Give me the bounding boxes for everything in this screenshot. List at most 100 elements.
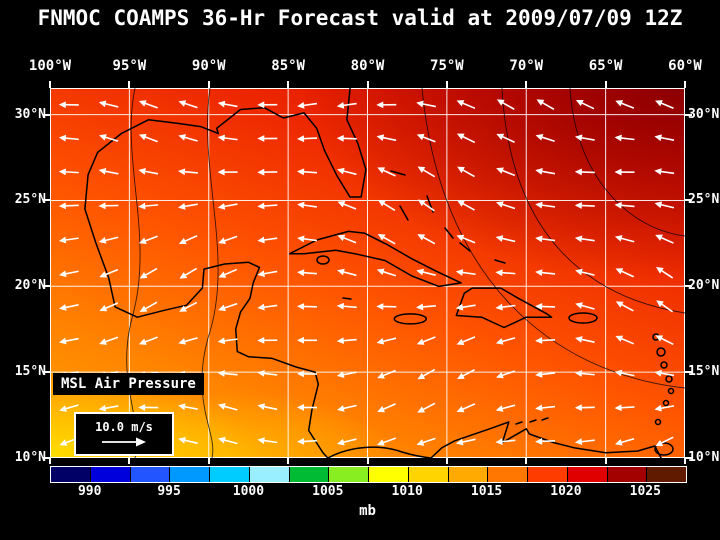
colorbar-tick-label: 1000 [232,484,265,499]
lat-tick [685,285,692,288]
colorbar-tick-label: 1020 [550,484,582,499]
coast-hispaniola [455,287,553,329]
colorbar-segment [89,467,130,482]
lon-tick [445,81,448,88]
lon-tick [684,458,686,464]
lat-tick [685,113,692,116]
colorbar-tick-label: 1010 [391,484,423,499]
colorbar-units-label: mb [359,503,376,519]
coast-st-lucia [667,387,675,395]
lat-tick [43,285,50,288]
lat-label: 10°N [688,450,720,465]
colorbar-segment [527,467,567,482]
lon-tick [49,81,51,88]
colorbar-segment [129,467,170,482]
lat-label: 20°N [688,278,720,294]
wind-scale-label: 10.0 m/s [95,420,153,434]
lon-tick [366,81,369,88]
coast-grenada [654,418,662,426]
colorbar-tick-label: 1025 [629,484,661,499]
colorbar-segment [248,467,289,482]
lat-label: 10°N [14,450,46,465]
lon-tick [207,458,210,464]
colorbar-segment [169,467,209,482]
coast-cayman [342,297,352,300]
lon-label: 80°W [350,58,385,74]
lat-label: 30°N [14,106,46,122]
coast-trinidad [654,442,674,456]
colorbar-segment [209,467,249,482]
lat-tick [43,199,50,202]
coast-bahamas [390,170,506,264]
wind-arrows [58,99,675,447]
colorbar-segment [368,467,408,482]
colorbar-tick-label: 995 [157,484,181,499]
lon-label: 85°W [271,58,305,74]
lat-tick [685,371,692,374]
coast-panama [327,446,432,458]
wind-scale-arrow-icon [102,437,146,447]
lon-tick [128,81,131,88]
lon-tick [128,458,131,464]
lon-label: 65°W [588,58,623,74]
colorbar-segment [51,467,90,482]
colorbar-segment [407,467,448,482]
lon-label: 75°W [430,58,464,74]
colorbar-segment [606,467,647,482]
coast-puerto-rico [568,312,598,324]
lat-tick [43,457,50,459]
wind-scale-box: 10.0 m/s [74,412,174,456]
colorbar-segment [288,467,329,482]
lon-tick [207,81,210,88]
lat-label: 15°N [14,364,46,380]
colorbar-segment [646,467,686,482]
colorbar-segment [447,467,488,482]
colorbar [50,466,687,483]
lat-tick [43,371,50,374]
colorbar-segment [566,467,607,482]
lat-label: 15°N [688,364,720,380]
lon-tick [366,458,369,464]
coast-isla-juventud [316,255,330,265]
lon-label: 90°W [191,58,226,74]
lat-tick [43,113,50,116]
lat-label: 25°N [14,192,46,208]
coast-south-america [430,421,662,458]
colorbar-tick-label: 1005 [312,484,344,499]
coast-jamaica [393,313,428,325]
lon-tick [445,458,448,464]
coast-cuba [288,230,462,288]
lat-tick [685,199,692,202]
lat-tick [685,457,692,459]
lon-tick [684,81,686,88]
lon-tick [604,458,607,464]
lat-label: 20°N [14,278,46,294]
map-canvas [50,88,685,458]
colorbar-segment [328,467,368,482]
colorbar-segment [487,467,527,482]
lon-label: 100°W [28,58,72,74]
coast-martinique [665,375,673,383]
colorbar-tick-label: 1015 [470,484,503,499]
lon-tick [604,81,607,88]
grid-lines [50,88,685,458]
lon-tick [525,81,528,88]
coast-guadeloupe [656,347,666,357]
colorbar-tick-label: 990 [77,484,102,499]
lon-tick [287,458,290,464]
coastlines [84,88,675,458]
lon-label: 95°W [112,58,147,74]
page-title: FNMOC COAMPS 36-Hr Forecast valid at 200… [37,6,683,30]
lon-tick [49,458,51,464]
coast-dominica [660,361,668,369]
lat-label: 25°N [688,192,720,208]
coast-st-vincent [662,399,670,407]
pressure-map [50,88,685,458]
lon-label: 70°W [509,58,544,74]
lon-tick [287,81,290,88]
coast-abc-islands [515,417,549,425]
lon-label: 60°W [668,58,702,74]
lon-tick [525,458,528,464]
coast-gulf-mainland [84,88,367,458]
